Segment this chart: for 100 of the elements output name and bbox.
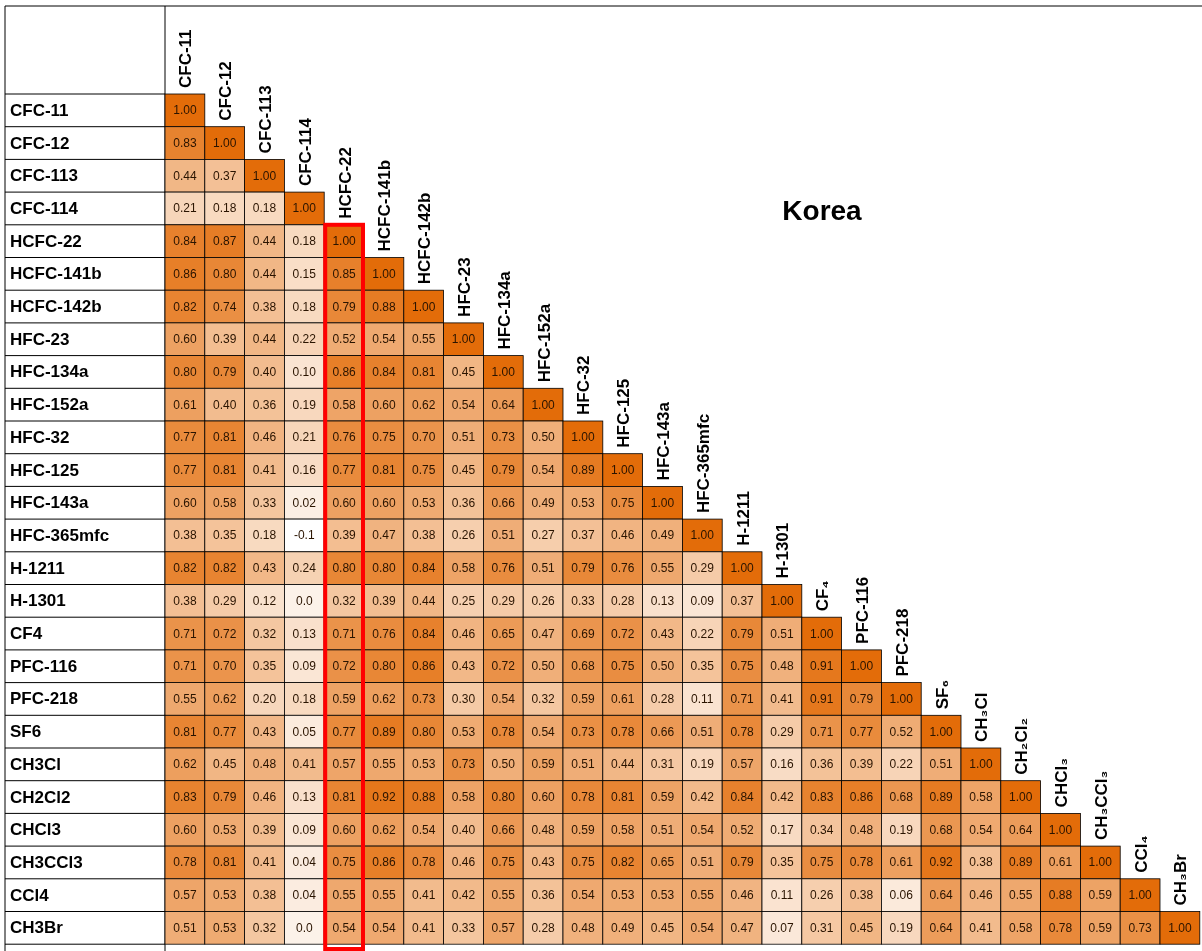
- data-label: 0.40: [451, 822, 476, 837]
- data-label: 1.00: [372, 266, 396, 281]
- y-tick-label: CH3CCl3: [10, 852, 83, 872]
- data-label: 0.21: [173, 201, 197, 216]
- data-label: 0.46: [252, 790, 277, 805]
- data-label: 0.18: [292, 691, 317, 706]
- data-label: 0.83: [173, 790, 197, 805]
- data-label: 1.00: [690, 528, 715, 543]
- data-label: 0.71: [332, 626, 357, 641]
- data-label: 0.81: [173, 724, 197, 739]
- data-label: 0.13: [650, 593, 675, 608]
- data-label: 0.53: [213, 920, 237, 935]
- data-label: 0.37: [213, 168, 237, 183]
- data-label: 0.37: [571, 528, 595, 543]
- data-label: 0.43: [650, 626, 675, 641]
- data-label: 0.32: [252, 920, 277, 935]
- data-label: 0.68: [571, 659, 595, 674]
- data-label: -0.1: [293, 528, 315, 543]
- data-label: 0.78: [173, 855, 197, 870]
- data-label: 0.78: [849, 855, 874, 870]
- data-label: 0.52: [730, 822, 755, 837]
- data-label: 0.73: [491, 430, 516, 445]
- data-label: 0.88: [372, 299, 396, 314]
- data-label: 0.78: [1048, 920, 1073, 935]
- data-label: 0.55: [650, 561, 675, 576]
- data-label: 0.32: [531, 691, 556, 706]
- data-label: 0.28: [531, 920, 556, 935]
- data-label: 0.42: [770, 790, 794, 805]
- data-label: 0.91: [810, 659, 834, 674]
- x-tick-label: H-1211: [733, 490, 753, 546]
- data-label: 0.79: [332, 299, 357, 314]
- y-tick-label: CH2Cl2: [10, 787, 71, 807]
- data-label: 1.00: [491, 364, 516, 379]
- data-label: 0.66: [650, 724, 675, 739]
- data-label: 0.61: [611, 691, 635, 706]
- data-label: 0.58: [213, 495, 237, 510]
- data-label: 0.60: [173, 822, 197, 837]
- data-label: 0.80: [491, 790, 516, 805]
- data-label: 1.00: [810, 626, 834, 641]
- data-label: 0.71: [730, 691, 755, 706]
- data-label: 0.82: [173, 561, 197, 576]
- y-tick-label: CHCl3: [10, 820, 62, 840]
- data-label: 0.84: [372, 364, 396, 379]
- data-label: 0.62: [372, 822, 396, 837]
- data-label: 0.29: [491, 593, 516, 608]
- data-label: 0.58: [969, 790, 993, 805]
- data-label: 0.77: [173, 463, 197, 478]
- data-label: 0.35: [252, 659, 277, 674]
- data-label: 0.44: [252, 234, 277, 249]
- data-label: 0.42: [451, 888, 476, 903]
- data-label: 0.36: [451, 495, 476, 510]
- x-tick-label: CH₃CCl₃: [1091, 770, 1111, 841]
- data-label: 0.38: [173, 528, 197, 543]
- data-label: 0.59: [571, 822, 595, 837]
- data-label: 0.51: [531, 561, 556, 576]
- data-label: 0.54: [332, 920, 357, 935]
- data-label: 0.02: [292, 495, 317, 510]
- data-label: 0.59: [1088, 888, 1113, 903]
- data-label: 0.50: [531, 659, 556, 674]
- data-label: 0.77: [332, 724, 357, 739]
- data-label: 0.29: [690, 561, 715, 576]
- data-label: 0.16: [292, 463, 317, 478]
- x-tick-label: CF₄: [813, 580, 833, 612]
- data-label: 0.61: [889, 855, 914, 870]
- data-label: 0.45: [213, 757, 237, 772]
- data-label: 0.72: [611, 626, 635, 641]
- data-label: 0.75: [571, 855, 595, 870]
- data-label: 0.73: [451, 757, 476, 772]
- data-label: 1.00: [292, 201, 317, 216]
- data-label: 0.72: [213, 626, 237, 641]
- data-label: 0.60: [332, 822, 357, 837]
- data-label: 0.55: [332, 888, 357, 903]
- data-label: 0.70: [213, 659, 237, 674]
- data-label: 0.39: [332, 528, 357, 543]
- data-label: 0.45: [451, 364, 476, 379]
- data-label: 0.50: [531, 430, 556, 445]
- data-label: 0.81: [372, 463, 396, 478]
- data-label: 0.46: [451, 855, 476, 870]
- x-tick-label: HFC-134a: [494, 270, 514, 350]
- data-label: 0.36: [810, 757, 834, 772]
- data-label: 0.59: [332, 691, 357, 706]
- x-tick-label: CCl₄: [1131, 835, 1151, 873]
- x-tick-label: CH₃Br: [1171, 853, 1191, 906]
- data-label: 0.19: [889, 822, 914, 837]
- data-label: 0.75: [730, 659, 755, 674]
- data-label: 0.77: [849, 724, 874, 739]
- data-label: 0.58: [451, 790, 476, 805]
- data-label: 0.79: [730, 626, 755, 641]
- data-label: 0.55: [372, 888, 396, 903]
- data-label: 0.59: [1088, 920, 1113, 935]
- x-tick-label: CFC-12: [216, 61, 236, 121]
- data-label: 0.20: [252, 691, 277, 706]
- data-label: 0.64: [1009, 822, 1033, 837]
- data-label: 0.72: [491, 659, 516, 674]
- data-label: 0.88: [1048, 888, 1073, 903]
- data-label: 0.28: [650, 691, 675, 706]
- data-label: 0.59: [650, 790, 675, 805]
- data-label: 1.00: [770, 593, 794, 608]
- data-label: 0.62: [412, 397, 436, 412]
- data-label: 0.89: [1009, 855, 1033, 870]
